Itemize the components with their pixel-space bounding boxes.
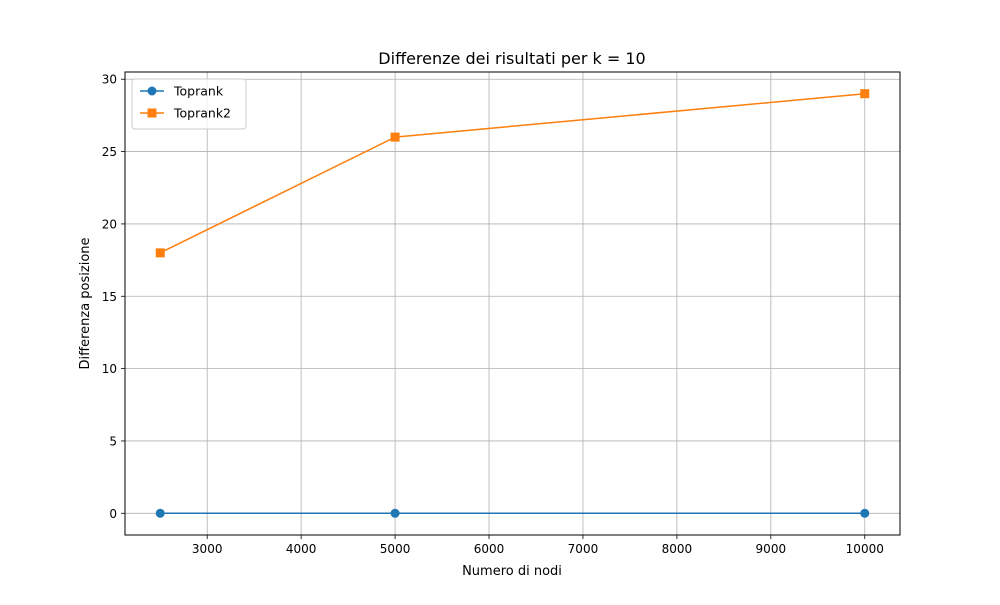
y-axis: 0 5 10 15 20 25 30 — [102, 73, 125, 521]
y-tick-label: 25 — [102, 145, 117, 159]
x-tick-label: 6000 — [474, 542, 505, 556]
x-axis: 3000 4000 5000 6000 7000 8000 9000 10000 — [192, 535, 884, 556]
data-point — [390, 132, 400, 142]
chart-title: Differenze dei risultati per k = 10 — [378, 49, 645, 68]
y-tick-label: 10 — [102, 362, 117, 376]
data-point — [390, 508, 400, 518]
x-tick-label: 9000 — [756, 542, 787, 556]
x-tick-label: 3000 — [192, 542, 223, 556]
x-axis-label: Numero di nodi — [462, 564, 562, 579]
legend-label: Toprank — [173, 84, 224, 99]
series-toprank — [155, 508, 870, 518]
data-point — [155, 508, 165, 518]
legend-marker — [147, 86, 157, 96]
y-axis-label: Differenza posizione — [78, 237, 93, 369]
data-point — [860, 508, 870, 518]
data-point — [860, 89, 870, 99]
data-point — [155, 248, 165, 258]
x-tick-label: 7000 — [568, 542, 599, 556]
y-tick-label: 15 — [102, 290, 117, 304]
plot-frame — [124, 71, 901, 536]
series-line — [159, 92, 865, 254]
x-tick-label: 5000 — [380, 542, 411, 556]
grid — [125, 72, 900, 535]
series-toprank2 — [155, 89, 870, 258]
legend-item: Toprank — [140, 84, 224, 99]
legend-marker — [147, 108, 157, 118]
x-tick-label: 4000 — [286, 542, 317, 556]
series-layer — [155, 89, 870, 518]
legend-label: Toprank2 — [173, 106, 231, 121]
x-tick-label: 8000 — [662, 542, 693, 556]
y-tick-label: 30 — [102, 73, 117, 87]
y-tick-label: 5 — [109, 434, 117, 448]
legend-item: Toprank2 — [140, 106, 231, 121]
y-tick-label: 0 — [109, 507, 117, 521]
x-tick-label: 10000 — [846, 542, 884, 556]
y-tick-label: 20 — [102, 217, 117, 231]
legend: Toprank Toprank2 — [131, 78, 247, 130]
